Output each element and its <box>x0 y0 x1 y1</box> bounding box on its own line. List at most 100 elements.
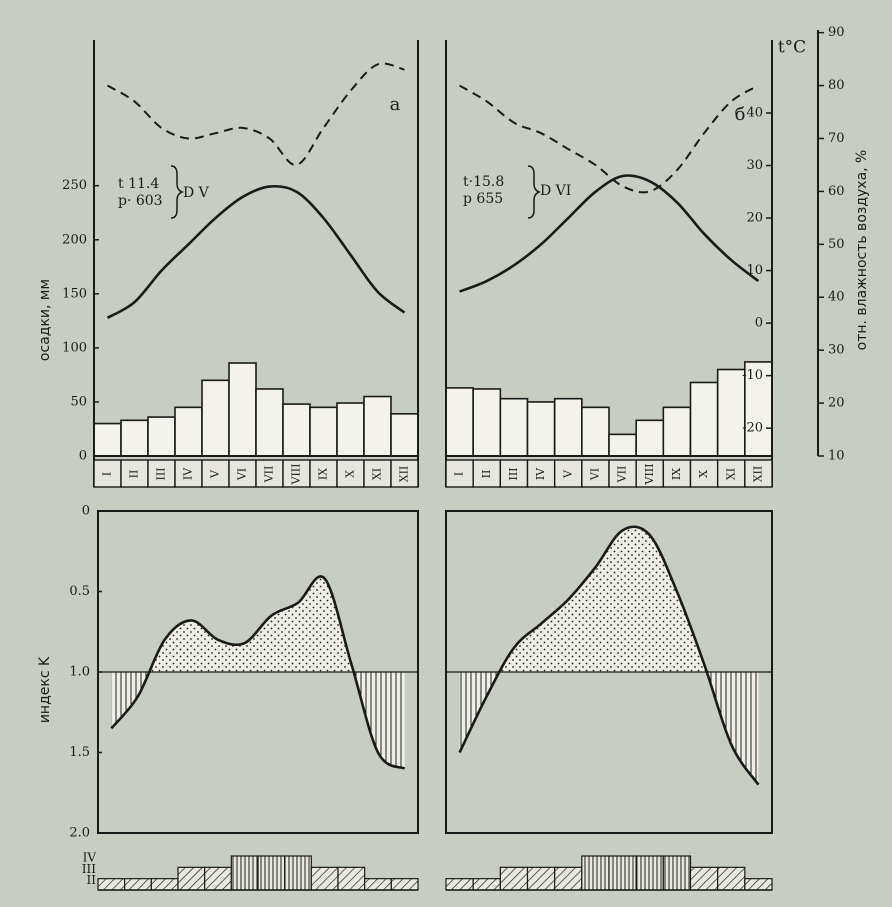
y-axis-label: осадки, мм <box>37 279 53 361</box>
climate-note: t 11.4 <box>118 176 159 192</box>
month-label: X <box>344 470 357 478</box>
y3-tick-label: 50 <box>828 237 845 252</box>
month-label: X <box>697 470 710 478</box>
month-cell <box>120 459 149 488</box>
level-segment <box>177 866 206 891</box>
y-tick-label: 1.5 <box>69 745 90 760</box>
bar <box>744 361 773 457</box>
panel-label: а <box>390 94 401 115</box>
y-tick-label: 200 <box>62 232 87 247</box>
level-segment <box>744 878 773 891</box>
panel-border <box>445 510 773 834</box>
bar <box>93 422 122 457</box>
y3-tick-label: 70 <box>828 131 845 146</box>
index-curve <box>110 575 406 770</box>
month-label: VII <box>263 466 276 484</box>
month-cell <box>363 459 392 488</box>
month-label: IX <box>670 468 683 480</box>
brace <box>527 165 542 219</box>
month-label: II <box>480 470 493 479</box>
month-cell <box>147 459 176 488</box>
month-label: IX <box>317 468 330 480</box>
bar <box>390 413 419 457</box>
month-cell <box>472 459 502 488</box>
climate-note: p 655 <box>463 191 503 207</box>
month-cell <box>201 459 230 488</box>
climate-note: p· 603 <box>118 193 163 209</box>
month-label: I <box>453 472 466 476</box>
month-label: IV <box>534 467 547 480</box>
y2-tick-label: 30 <box>746 158 763 173</box>
month-label: II <box>128 470 141 479</box>
level-segment <box>581 855 610 891</box>
y3-tick-label: 10 <box>828 449 845 464</box>
level-segment <box>635 855 664 891</box>
bar <box>363 395 392 457</box>
month-cell <box>255 459 284 488</box>
level-segment <box>608 855 637 891</box>
month-label: VIII <box>290 464 303 486</box>
y3-tick-label: 90 <box>828 25 845 40</box>
month-label: VIII <box>643 464 656 486</box>
month-cell <box>499 459 529 488</box>
month-label: VI <box>588 468 601 481</box>
bar <box>499 397 529 457</box>
y2-tick-label: -10 <box>742 368 763 383</box>
month-label: XI <box>724 468 737 480</box>
level-label: III <box>82 862 96 876</box>
bar <box>635 419 665 457</box>
y3-tick-label: 60 <box>828 184 845 199</box>
deficit-area <box>111 672 405 769</box>
bar <box>662 406 692 457</box>
y-tick-label: 0.5 <box>69 584 90 599</box>
y2-tick-label: 20 <box>746 211 763 226</box>
bar <box>228 362 257 457</box>
y-tick-label: 50 <box>70 394 87 409</box>
y2-tick-label: 40 <box>746 105 763 120</box>
bar <box>120 419 149 457</box>
level-segment <box>499 866 529 891</box>
month-label: V <box>561 469 574 479</box>
humidity-line <box>459 84 759 194</box>
month-label: VI <box>236 468 249 481</box>
month-cell <box>174 459 203 488</box>
climate-note: D VI <box>540 183 571 199</box>
y2-tick-label: 10 <box>746 263 763 278</box>
month-label: III <box>155 467 168 480</box>
temperature-line <box>106 184 406 319</box>
month-cell <box>553 459 583 488</box>
level-segment <box>310 866 339 891</box>
y-tick-label: 0 <box>82 504 90 519</box>
month-cell <box>309 459 338 488</box>
y-tick-label: 1.0 <box>69 665 90 680</box>
level-segment <box>230 855 259 891</box>
index-curve <box>458 525 760 786</box>
y3-tick-label: 20 <box>828 396 845 411</box>
bar <box>553 397 583 457</box>
level-segment <box>445 878 474 891</box>
y-tick-label: 0 <box>79 449 87 464</box>
level-segment <box>526 866 556 891</box>
level-segment <box>689 866 719 891</box>
bar <box>255 388 284 457</box>
level-segment <box>124 878 152 891</box>
y3-tick-label: 30 <box>828 343 845 358</box>
level-segment <box>257 855 286 891</box>
month-cell <box>716 459 746 488</box>
level-segment <box>284 855 312 891</box>
bar <box>282 403 311 457</box>
panel-label: б <box>735 104 746 125</box>
temperature-line <box>459 174 760 293</box>
level-segment <box>472 878 501 891</box>
month-label: XI <box>371 468 384 480</box>
month-label: XII <box>398 466 411 483</box>
climate-note: D V <box>183 185 210 201</box>
level-label: II <box>87 873 97 887</box>
level-segment <box>150 878 179 891</box>
deficit-area <box>459 672 759 785</box>
month-label: III <box>507 467 520 480</box>
month-label: VII <box>616 466 629 484</box>
level-segment <box>364 878 392 891</box>
level-segment <box>204 866 232 891</box>
month-cell <box>228 459 257 488</box>
